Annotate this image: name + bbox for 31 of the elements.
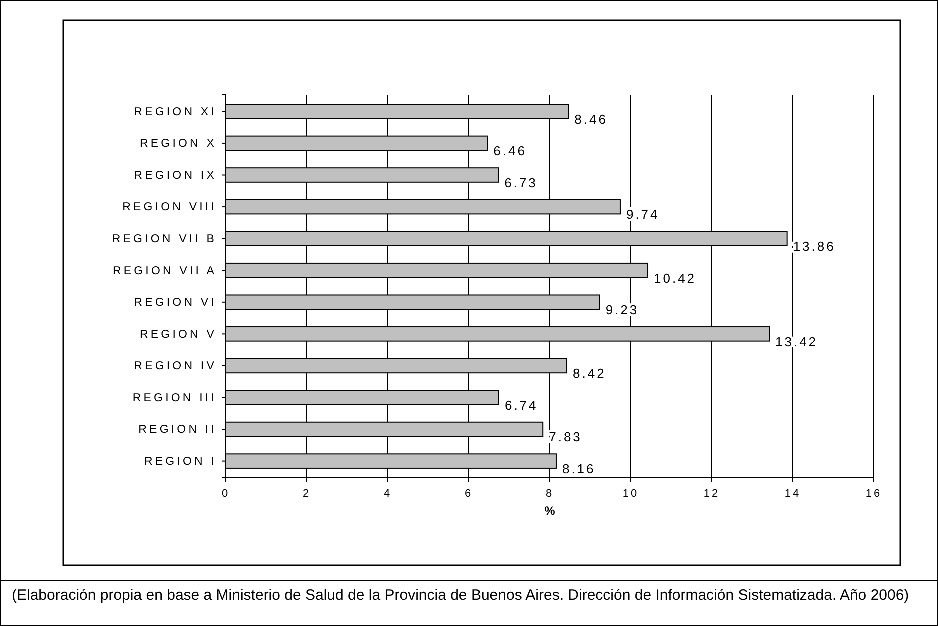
data-label: 8.16 xyxy=(562,461,596,476)
y-tick-label: REGION VII B xyxy=(112,234,217,246)
data-label: 8.46 xyxy=(574,112,608,127)
y-tick-label: REGION VIII xyxy=(122,202,217,214)
x-tick-label: 2 xyxy=(302,488,312,500)
y-tick-label: REGION XI xyxy=(134,106,217,118)
x-tick-label: 14 xyxy=(784,488,802,500)
y-tick-label: REGION IV xyxy=(134,360,217,373)
x-axis-title: % xyxy=(544,504,556,518)
x-tick-label: 0 xyxy=(222,488,230,500)
data-label: 13.86 xyxy=(793,238,836,254)
data-label: 6.73 xyxy=(504,175,538,190)
y-tick-label: REGION VI xyxy=(134,297,217,310)
data-label: 6.74 xyxy=(504,398,538,413)
text: (Elaboración propia en base a Ministerio de Salud de la Provincia de Buenos Aires. Dirección de Información Sistematizada. Año 2006) xyxy=(12,587,910,604)
x-tick-label: 12 xyxy=(704,488,720,500)
x-tick-label: 16 xyxy=(866,488,882,500)
y-tick-label: REGION IX xyxy=(134,170,217,182)
x-tick-label: 8 xyxy=(546,488,554,500)
y-tick-label: REGION I xyxy=(144,456,217,468)
data-label: 6.46 xyxy=(494,144,527,159)
y-tick-label: REGION III xyxy=(132,392,217,404)
data-label: 8.42 xyxy=(573,366,606,382)
x-tick-label: 6 xyxy=(464,488,474,500)
y-tick-label: REGION II xyxy=(138,424,217,436)
y-tick-label: REGION V xyxy=(140,328,217,341)
data-label: 10.42 xyxy=(654,270,697,286)
y-tick-label: REGION VII A xyxy=(112,265,217,278)
x-tick-label: 10 xyxy=(622,488,640,500)
x-tick-label: 4 xyxy=(384,488,392,500)
y-tick-label: REGION X xyxy=(140,138,217,150)
